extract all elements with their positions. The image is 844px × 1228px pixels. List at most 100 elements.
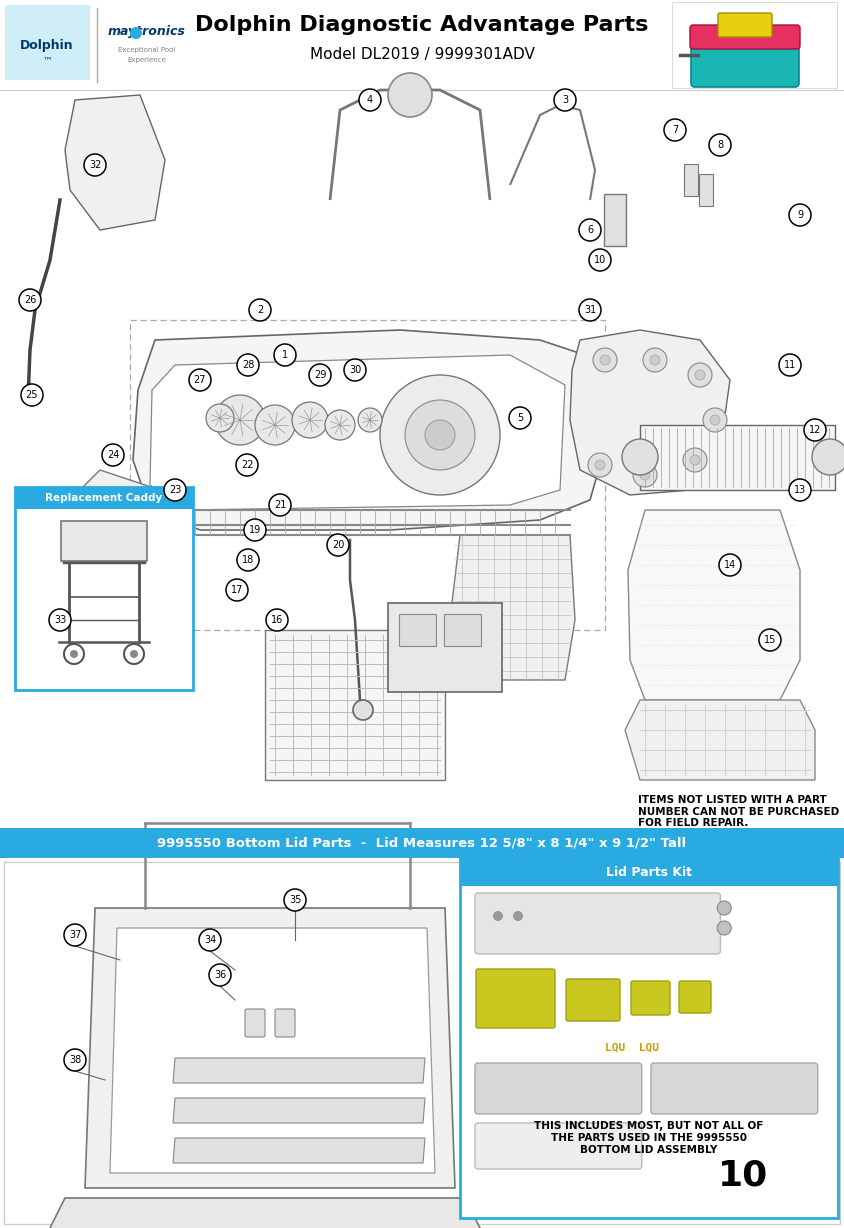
Circle shape bbox=[622, 438, 658, 475]
Text: 24: 24 bbox=[107, 449, 119, 460]
Text: 37: 37 bbox=[69, 930, 81, 939]
FancyBboxPatch shape bbox=[651, 1063, 818, 1114]
Circle shape bbox=[717, 901, 731, 915]
Circle shape bbox=[359, 88, 381, 111]
Circle shape bbox=[579, 298, 601, 321]
Circle shape bbox=[759, 629, 781, 651]
Text: ITEMS NOT LISTED WITH A PART
NUMBER CAN NOT BE PURCHASED
FOR FIELD REPAIR.: ITEMS NOT LISTED WITH A PART NUMBER CAN … bbox=[638, 795, 839, 828]
Circle shape bbox=[812, 438, 844, 475]
Circle shape bbox=[650, 355, 660, 365]
Circle shape bbox=[49, 609, 71, 631]
Circle shape bbox=[695, 370, 705, 379]
Circle shape bbox=[595, 460, 605, 470]
Circle shape bbox=[249, 298, 271, 321]
Polygon shape bbox=[110, 928, 435, 1173]
FancyBboxPatch shape bbox=[460, 858, 838, 1218]
Circle shape bbox=[664, 119, 686, 141]
Polygon shape bbox=[173, 1059, 425, 1083]
Circle shape bbox=[215, 395, 265, 445]
Circle shape bbox=[206, 404, 234, 432]
FancyBboxPatch shape bbox=[475, 893, 721, 954]
Text: Dolphin Diagnostic Advantage Parts: Dolphin Diagnostic Advantage Parts bbox=[195, 15, 649, 36]
FancyBboxPatch shape bbox=[475, 1063, 641, 1114]
Text: 5: 5 bbox=[517, 413, 523, 422]
Text: 14: 14 bbox=[724, 560, 736, 570]
Circle shape bbox=[353, 700, 373, 720]
Circle shape bbox=[640, 470, 650, 480]
Text: 21: 21 bbox=[273, 500, 286, 510]
Circle shape bbox=[633, 463, 657, 488]
Text: 17: 17 bbox=[230, 585, 243, 596]
Polygon shape bbox=[173, 1138, 425, 1163]
Circle shape bbox=[719, 554, 741, 576]
Text: 18: 18 bbox=[242, 555, 254, 565]
Text: 15: 15 bbox=[764, 635, 776, 645]
Circle shape bbox=[84, 154, 106, 176]
Circle shape bbox=[513, 911, 523, 921]
Text: 25: 25 bbox=[26, 391, 38, 400]
Polygon shape bbox=[150, 355, 565, 510]
Text: 28: 28 bbox=[242, 360, 254, 370]
Text: 26: 26 bbox=[24, 295, 36, 305]
Text: Lid Parts Kit: Lid Parts Kit bbox=[606, 866, 692, 878]
Text: 16: 16 bbox=[271, 615, 283, 625]
Text: 6: 6 bbox=[587, 225, 593, 235]
Text: 23: 23 bbox=[169, 485, 181, 495]
Circle shape bbox=[344, 359, 366, 381]
Circle shape bbox=[589, 249, 611, 271]
Text: 4: 4 bbox=[367, 95, 373, 106]
Circle shape bbox=[380, 375, 500, 495]
Circle shape bbox=[709, 134, 731, 156]
Circle shape bbox=[70, 650, 78, 658]
Text: 33: 33 bbox=[54, 615, 66, 625]
Polygon shape bbox=[70, 470, 165, 555]
Circle shape bbox=[690, 456, 700, 465]
Text: 1: 1 bbox=[282, 350, 288, 360]
FancyBboxPatch shape bbox=[566, 979, 620, 1020]
FancyBboxPatch shape bbox=[699, 174, 713, 206]
FancyBboxPatch shape bbox=[690, 25, 800, 49]
FancyBboxPatch shape bbox=[460, 858, 838, 885]
Circle shape bbox=[237, 354, 259, 376]
Circle shape bbox=[309, 363, 331, 386]
FancyBboxPatch shape bbox=[684, 165, 698, 196]
Circle shape bbox=[130, 650, 138, 658]
Polygon shape bbox=[173, 1098, 425, 1122]
FancyBboxPatch shape bbox=[15, 488, 193, 508]
FancyBboxPatch shape bbox=[604, 194, 626, 246]
Text: 9995550 Bottom Lid Parts  -  Lid Measures 12 5/8" x 8 1/4" x 9 1/2" Tall: 9995550 Bottom Lid Parts - Lid Measures … bbox=[158, 836, 686, 850]
Circle shape bbox=[717, 921, 731, 935]
Polygon shape bbox=[625, 700, 815, 780]
Circle shape bbox=[269, 494, 291, 516]
Text: 12: 12 bbox=[809, 425, 821, 435]
Circle shape bbox=[209, 964, 231, 986]
FancyBboxPatch shape bbox=[475, 1122, 641, 1169]
Polygon shape bbox=[628, 510, 800, 700]
Circle shape bbox=[493, 911, 503, 921]
Text: Dolphin: Dolphin bbox=[20, 38, 73, 52]
Circle shape bbox=[255, 405, 295, 445]
Circle shape bbox=[199, 930, 221, 950]
Circle shape bbox=[266, 609, 288, 631]
FancyBboxPatch shape bbox=[0, 0, 844, 90]
Circle shape bbox=[703, 408, 727, 432]
Circle shape bbox=[164, 479, 186, 501]
Text: 20: 20 bbox=[332, 540, 344, 550]
Circle shape bbox=[588, 453, 612, 476]
Text: 32: 32 bbox=[89, 160, 101, 169]
Text: 10: 10 bbox=[718, 1159, 769, 1192]
Text: Experience: Experience bbox=[127, 56, 166, 63]
Text: 29: 29 bbox=[314, 370, 326, 379]
FancyBboxPatch shape bbox=[631, 981, 670, 1016]
FancyBboxPatch shape bbox=[5, 5, 90, 80]
FancyBboxPatch shape bbox=[718, 14, 772, 37]
Circle shape bbox=[325, 410, 355, 440]
FancyBboxPatch shape bbox=[399, 614, 436, 646]
Circle shape bbox=[21, 384, 43, 406]
Circle shape bbox=[284, 889, 306, 911]
Circle shape bbox=[64, 923, 86, 946]
Circle shape bbox=[554, 88, 576, 111]
Circle shape bbox=[236, 454, 258, 476]
Text: 9: 9 bbox=[797, 210, 803, 220]
Circle shape bbox=[579, 219, 601, 241]
